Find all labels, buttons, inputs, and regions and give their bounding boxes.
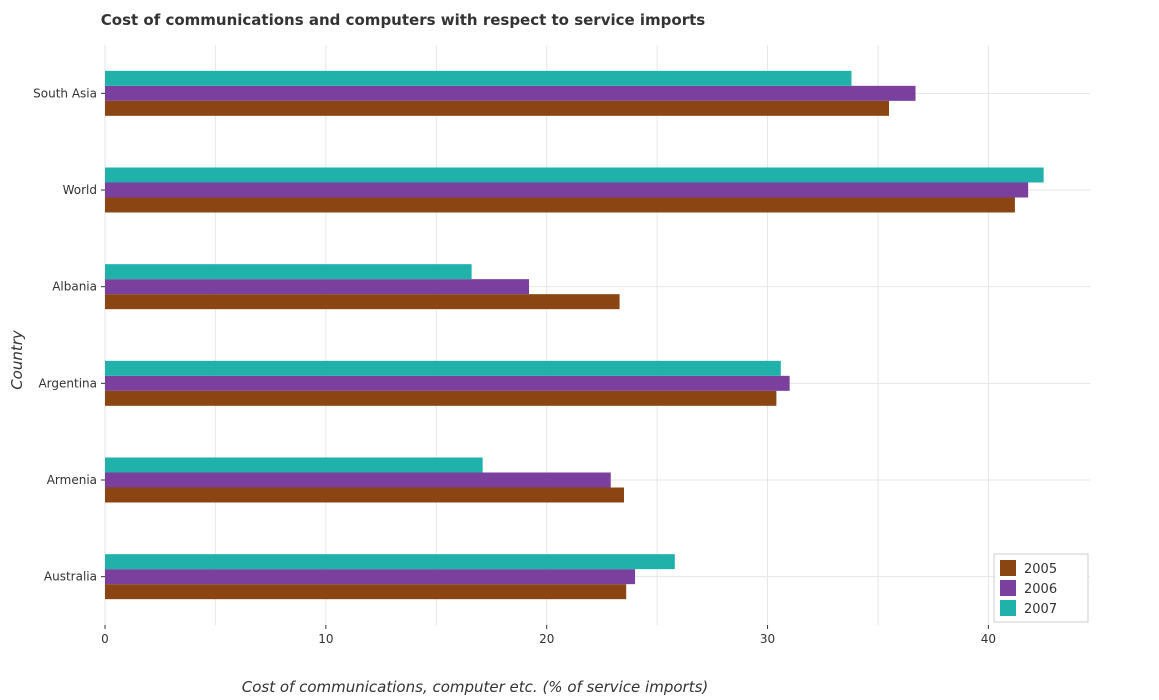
x-tick-label: 10	[318, 632, 333, 646]
legend-swatch-2007	[1000, 600, 1016, 616]
bar-2007	[105, 360, 781, 376]
bars	[105, 70, 1044, 600]
bar-2005	[105, 390, 777, 406]
y-axis-ticks: South Asia World Albania Argentina Armenia Au…	[33, 86, 105, 584]
x-axis-ticks: 0 10 20 30 40	[101, 625, 996, 646]
legend-swatch-2005	[1000, 560, 1016, 576]
y-axis-label: Country	[8, 329, 26, 390]
y-tick-label: Albania	[52, 280, 97, 294]
bar-2006	[105, 569, 636, 585]
bar-2006	[105, 182, 1029, 198]
bar-2006	[105, 472, 611, 488]
bar-2006	[105, 85, 916, 101]
y-tick-label: Australia	[44, 570, 97, 584]
x-tick-label: 0	[101, 632, 109, 646]
bar-2007	[105, 457, 483, 473]
legend-label-2006: 2006	[1024, 582, 1057, 597]
y-tick-label: World	[63, 183, 97, 197]
legend: 2005 2006 2007	[993, 553, 1089, 623]
bar-2005	[105, 100, 890, 116]
bar-2007	[105, 554, 675, 570]
legend-label-2005: 2005	[1024, 562, 1057, 577]
bar-2005	[105, 487, 625, 503]
legend-swatch-2006	[1000, 580, 1016, 596]
bar-2006	[105, 279, 530, 295]
bar-2007	[105, 167, 1044, 183]
y-tick-label: Argentina	[38, 376, 97, 390]
bar-2005	[105, 584, 627, 600]
bar-2006	[105, 375, 790, 391]
x-tick-label: 30	[760, 632, 775, 646]
legend-label-2007: 2007	[1024, 602, 1057, 617]
chart-title: Cost of communications and computers wit…	[101, 11, 706, 29]
bar-2005	[105, 294, 620, 310]
x-axis-label: Cost of communications, computer etc. (%…	[242, 678, 709, 696]
bar-2005	[105, 197, 1015, 213]
bar-2007	[105, 264, 472, 280]
y-tick-label: Armenia	[47, 473, 97, 487]
grid-lines	[104, 45, 1090, 625]
x-tick-label: 40	[981, 632, 996, 646]
bar-2007	[105, 70, 852, 86]
y-tick-label: South Asia	[33, 86, 97, 100]
x-tick-label: 20	[539, 632, 554, 646]
